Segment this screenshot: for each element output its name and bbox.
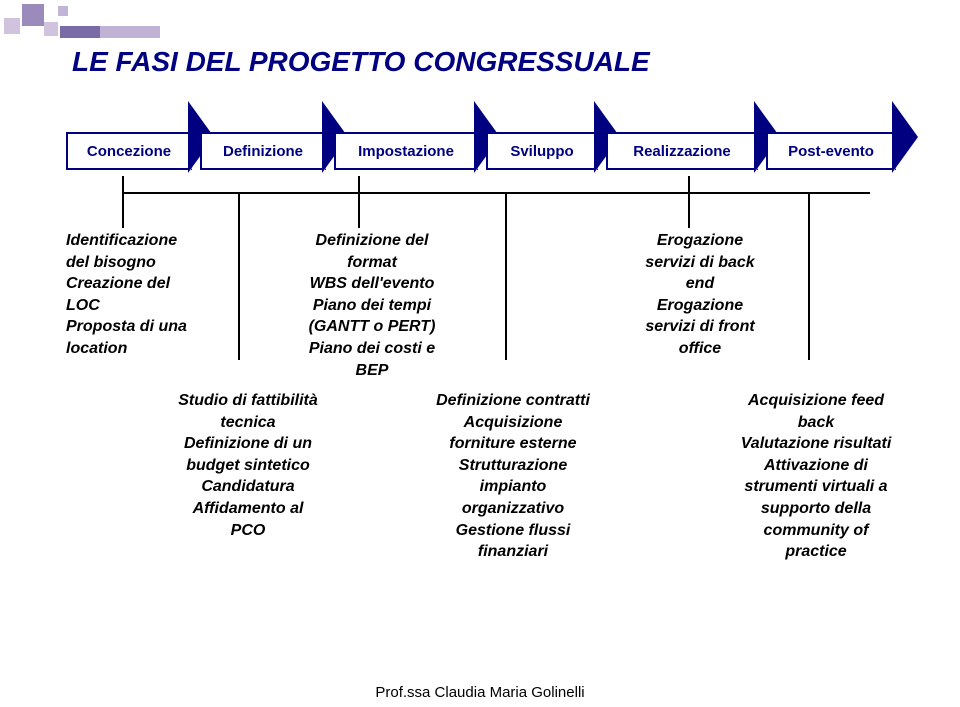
text-line: LOC [66, 295, 214, 317]
connector-vline [505, 192, 507, 360]
text-line: supporto della [712, 498, 920, 520]
text-line: Definizione del [282, 230, 462, 252]
text-line: Piano dei costi e [282, 338, 462, 360]
text-line: Creazione del [66, 273, 214, 295]
text-line: practice [712, 541, 920, 563]
text-block: Studio di fattibilitàtecnicaDefinizione … [150, 390, 346, 541]
text-line: format [282, 252, 462, 274]
text-line: Erogazione [616, 295, 784, 317]
connector-vline [358, 176, 360, 228]
text-line: office [616, 338, 784, 360]
text-line: Acquisizione [404, 412, 622, 434]
text-line: Erogazione [616, 230, 784, 252]
text-line: Acquisizione feed [712, 390, 920, 412]
deco-square [100, 26, 160, 38]
text-line: PCO [150, 520, 346, 542]
text-line: budget sintetico [150, 455, 346, 477]
phase-arrowhead [894, 103, 918, 171]
text-line: servizi di back [616, 252, 784, 274]
page-title: LE FASI DEL PROGETTO CONGRESSUALE [72, 46, 650, 78]
deco-square [44, 22, 58, 36]
process-arrows: Concezione Definizione Impostazione Svilupp… [66, 118, 896, 188]
phase-label: Concezione [87, 143, 171, 160]
text-line: Studio di fattibilità [150, 390, 346, 412]
text-line: servizi di front [616, 316, 784, 338]
phase-label: Impostazione [358, 143, 454, 160]
text-line: Piano dei tempi [282, 295, 462, 317]
text-line: (GANTT o PERT) [282, 316, 462, 338]
text-line: Definizione contratti [404, 390, 622, 412]
text-line: WBS dell'evento [282, 273, 462, 295]
text-line: Definizione di un [150, 433, 346, 455]
text-line: BEP [282, 360, 462, 382]
text-line: tecnica [150, 412, 346, 434]
phase-label: Post-evento [788, 143, 874, 160]
text-line: Proposta di una [66, 316, 214, 338]
text-line: impianto [404, 476, 622, 498]
phase-box: Concezione [66, 132, 192, 170]
connector-vline [238, 192, 240, 360]
text-block: Erogazioneservizi di backendErogazionese… [616, 230, 784, 360]
connector-vline [122, 176, 124, 228]
deco-square [58, 6, 68, 16]
connector-hline [122, 192, 870, 194]
slide: LE FASI DEL PROGETTO CONGRESSUALE Concez… [0, 0, 960, 707]
phase-box: Sviluppo [486, 132, 598, 170]
text-line: Affidamento al [150, 498, 346, 520]
phase-box: Realizzazione [606, 132, 758, 170]
text-block: Definizione delformatWBS dell'eventoPian… [282, 230, 462, 381]
deco-square [4, 18, 20, 34]
phase-box: Impostazione [334, 132, 478, 170]
text-line: strumenti virtuali a [712, 476, 920, 498]
text-line: Strutturazione [404, 455, 622, 477]
text-line: del bisogno [66, 252, 214, 274]
text-line: Identificazione [66, 230, 214, 252]
footer-text: Prof.ssa Claudia Maria Golinelli [0, 684, 960, 701]
text-block: Identificazionedel bisognoCreazione delL… [66, 230, 214, 360]
text-block: Definizione contrattiAcquisizionefornitu… [404, 390, 622, 563]
deco-square [22, 4, 44, 26]
text-line: Attivazione di [712, 455, 920, 477]
connector-vline [808, 192, 810, 360]
text-block: Acquisizione feedbackValutazione risulta… [712, 390, 920, 563]
phase-box: Definizione [200, 132, 326, 170]
text-line: organizzativo [404, 498, 622, 520]
phase-box: Post-evento [766, 132, 896, 170]
connector-vline [688, 176, 690, 228]
text-line: Candidatura [150, 476, 346, 498]
text-line: community of [712, 520, 920, 542]
text-line: end [616, 273, 784, 295]
text-line: Gestione flussi [404, 520, 622, 542]
phase-label: Definizione [223, 143, 303, 160]
deco-square [60, 26, 100, 38]
text-line: back [712, 412, 920, 434]
text-line: Valutazione risultati [712, 433, 920, 455]
phase-label: Realizzazione [633, 143, 731, 160]
phase-label: Sviluppo [510, 143, 573, 160]
text-line: finanziari [404, 541, 622, 563]
text-line: forniture esterne [404, 433, 622, 455]
text-line: location [66, 338, 214, 360]
corner-decoration [0, 0, 180, 40]
